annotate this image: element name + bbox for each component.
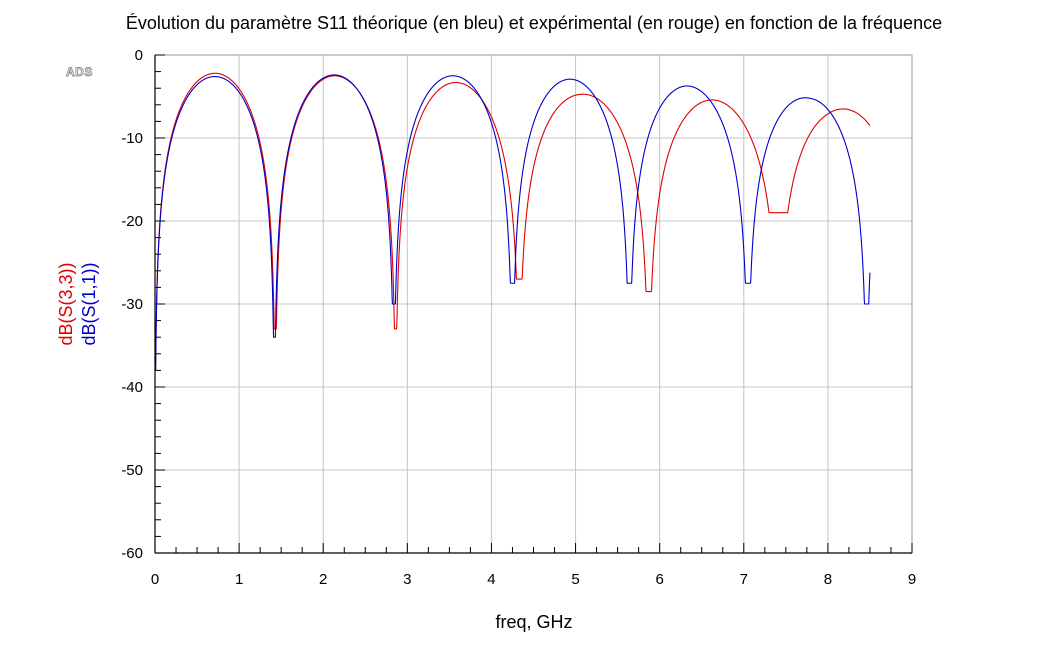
x-axis-title: freq, GHz [495,612,572,632]
x-tick-label: 1 [235,571,243,588]
y-tick-label: 0 [135,47,143,64]
x-tick-label: 5 [571,571,579,588]
x-tick-label: 0 [151,571,159,588]
x-tick-label: 7 [740,571,748,588]
y-tick-label: -20 [121,213,143,230]
y-series-label: dB(S(3,3)) [56,262,76,345]
y-tick-label: -60 [121,545,143,562]
y-tick-label: -50 [121,462,143,479]
chart-title: Évolution du paramètre S11 théorique (en… [126,13,942,33]
y-axis-legend-labels: dB(S(3,3)) dB(S(1,1)) [56,262,99,345]
series-line-s33 [154,72,871,371]
x-tick-label: 6 [655,571,663,588]
ads-watermark: ADS [66,65,93,79]
series-line-s11 [154,74,871,371]
x-tick-label: 8 [824,571,832,588]
y-tick-label: -10 [121,130,143,147]
grid [155,55,912,553]
y-series-label: dB(S(1,1)) [79,262,99,345]
tick-labels: 0 1 2 3 4 5 6 7 8 9 0 -10 -20 -30 -40 -50 -60 [121,47,916,588]
y-tick-label: -40 [121,379,143,396]
x-tick-label: 4 [487,571,495,588]
axis-ticks [154,54,913,554]
x-tick-label: 3 [403,571,411,588]
x-tick-label: 9 [908,571,916,588]
x-tick-label: 2 [319,571,327,588]
y-tick-label: -30 [121,296,143,313]
series-lines [154,72,871,371]
